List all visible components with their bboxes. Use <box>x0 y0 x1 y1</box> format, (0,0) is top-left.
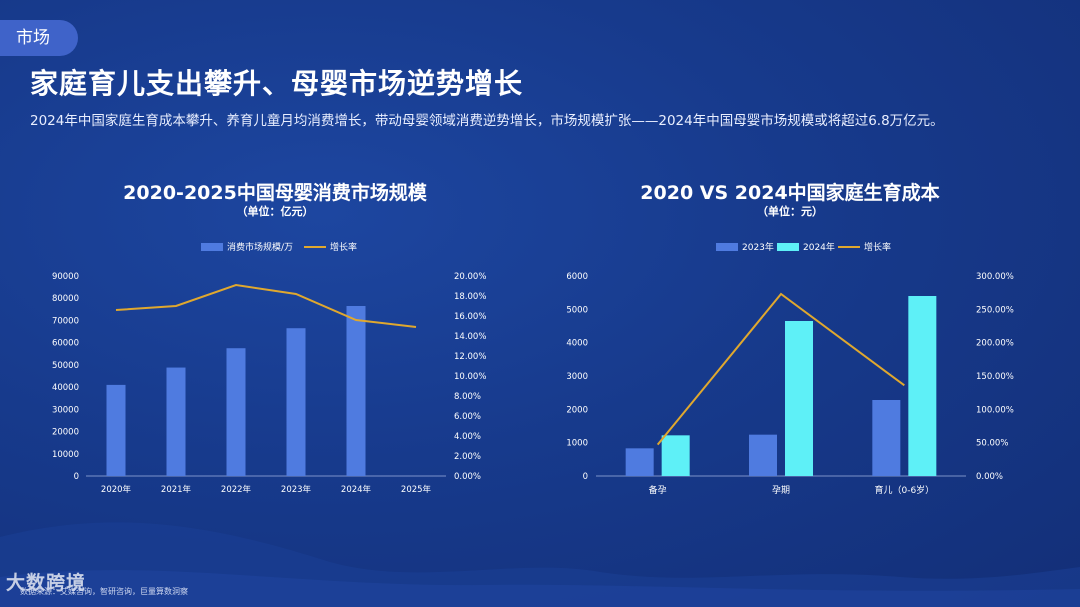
chart2-unit: （单位：元） <box>757 205 823 218</box>
y-left-tick-label: 40000 <box>52 383 79 393</box>
x-tick-label: 2025年 <box>401 484 432 495</box>
x-tick-label: 2021年 <box>161 484 192 495</box>
x-tick-label: 2020年 <box>101 484 132 495</box>
bar-2023 <box>749 434 777 476</box>
line-growth-rate <box>115 283 417 328</box>
data-source: 数据来源：艾媒咨询，智研咨询，巨量算数洞察 <box>20 587 188 596</box>
x-tick-label: 2024年 <box>341 484 372 495</box>
x-tick-label: 育儿（0-6岁） <box>874 484 934 496</box>
x-tick-label: 孕期 <box>772 485 790 496</box>
y-left-tick-label: 3000 <box>566 372 588 382</box>
legend-swatch-2023 <box>716 243 738 251</box>
bar-market-size <box>226 348 246 476</box>
y-right-tick-label: 50.00% <box>976 439 1008 449</box>
bar-2024 <box>661 435 690 476</box>
bar-market-size <box>286 328 306 476</box>
bar-2024 <box>785 321 813 476</box>
bar-2023 <box>872 400 901 476</box>
x-tick-label: 2022年 <box>221 484 252 495</box>
y-left-tick-label: 30000 <box>52 405 79 415</box>
legend-label: 消费市场规模/万 <box>227 241 293 253</box>
y-right-tick-label: 14.00% <box>454 332 486 342</box>
chart2-title: 2020 VS 2024中国家庭生育成本 <box>640 182 940 204</box>
y-right-tick-label: 0.00% <box>454 472 481 482</box>
bar-market-size <box>106 384 126 476</box>
y-left-tick-label: 4000 <box>566 339 588 349</box>
y-right-tick-label: 4.00% <box>454 432 481 442</box>
bar-2023 <box>625 448 654 476</box>
line-growth-rate <box>656 292 905 446</box>
y-right-tick-label: 150.00% <box>976 372 1014 382</box>
legend-label: 2024年 <box>803 241 835 253</box>
x-tick-label: 2023年 <box>281 484 312 495</box>
y-left-tick-label: 6000 <box>566 272 588 282</box>
x-tick-label: 备孕 <box>649 484 667 496</box>
y-right-tick-label: 250.00% <box>976 305 1014 315</box>
y-left-tick-label: 5000 <box>566 305 588 315</box>
y-right-tick-label: 6.00% <box>454 412 481 422</box>
y-right-tick-label: 10.00% <box>454 372 486 382</box>
y-right-tick-label: 8.00% <box>454 392 481 402</box>
legend-label: 增长率 <box>330 241 357 253</box>
y-left-tick-label: 20000 <box>52 428 79 438</box>
y-right-tick-label: 300.00% <box>976 272 1014 282</box>
chart1-title: 2020-2025中国母婴消费市场规模 <box>123 182 427 204</box>
y-left-tick-label: 70000 <box>52 316 79 326</box>
bar-market-size <box>166 367 186 476</box>
y-left-tick-label: 50000 <box>52 361 79 371</box>
y-left-tick-label: 80000 <box>52 294 79 304</box>
y-left-tick-label: 60000 <box>52 339 79 349</box>
y-left-tick-label: 0 <box>583 472 588 482</box>
y-left-tick-label: 90000 <box>52 272 79 282</box>
y-right-tick-label: 12.00% <box>454 352 486 362</box>
y-right-tick-label: 0.00% <box>976 472 1003 482</box>
y-right-tick-label: 2.00% <box>454 452 481 462</box>
bar-market-size <box>346 306 366 476</box>
y-right-tick-label: 18.00% <box>454 292 486 302</box>
y-right-tick-label: 16.00% <box>454 312 486 322</box>
y-right-tick-label: 200.00% <box>976 339 1014 349</box>
legend-label: 2023年 <box>742 241 774 253</box>
background-hills <box>0 522 1080 607</box>
y-left-tick-label: 1000 <box>566 439 588 449</box>
y-right-tick-label: 20.00% <box>454 272 486 282</box>
y-left-tick-label: 0 <box>74 472 79 482</box>
page-subtitle: 2024年中国家庭生育成本攀升、养育儿童月均消费增长，带动母婴领域消费逆势增长，… <box>30 113 944 129</box>
page-title: 家庭育儿支出攀升、母婴市场逆势增长 <box>30 67 524 100</box>
y-right-tick-label: 100.00% <box>976 405 1014 415</box>
legend-swatch-bar <box>201 243 223 251</box>
y-left-tick-label: 10000 <box>52 450 79 460</box>
bar-2024 <box>908 296 937 476</box>
chart1-unit: （单位：亿元） <box>236 205 314 218</box>
legend-label: 增长率 <box>864 241 891 253</box>
legend-swatch-2024 <box>777 243 799 251</box>
y-left-tick-label: 2000 <box>566 405 588 415</box>
logo: 大数跨境 <box>6 572 87 594</box>
section-tag: 市场 <box>0 20 78 56</box>
